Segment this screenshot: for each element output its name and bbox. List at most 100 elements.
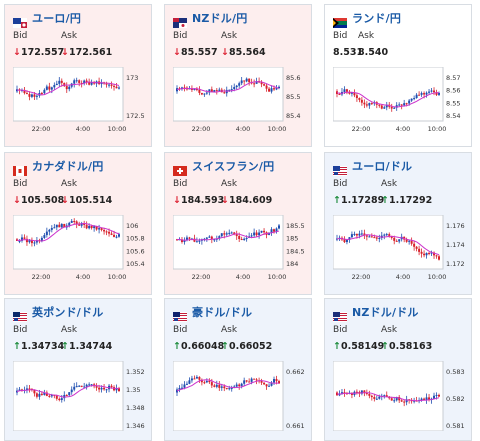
ask-value: 8.540 <box>358 47 389 58</box>
currency-pair-link[interactable]: ユーロ/ドル <box>352 160 413 173</box>
currency-pair-link[interactable]: NZドル/円 <box>192 12 248 25</box>
currency-pair-link[interactable]: 英ポンド/ドル <box>32 306 104 319</box>
candle-body <box>265 384 268 387</box>
ask-label: Ask <box>221 179 238 189</box>
bid-label: Bid <box>173 179 188 189</box>
moving-average-line <box>336 234 440 256</box>
candle-body <box>278 86 280 89</box>
rate-card[interactable]: 英ポンド/ドル Bid Ask ↑1.34734 ↑1.34744 1.352 1.35 1.… <box>4 298 152 441</box>
rate-card[interactable]: 豪ドル/ドル Bid Ask ↑0.66048 ↑0.66052 0.662 0.661 <box>164 298 312 441</box>
candle-body <box>68 222 71 226</box>
down-arrow-icon: ↓ <box>61 47 69 58</box>
candle-body <box>178 387 181 390</box>
candle-body <box>108 84 111 86</box>
price-chart: 173 172.5 22:00 4:00 10:00 <box>12 66 146 137</box>
ask-label: Ask <box>61 31 78 41</box>
rate-card[interactable]: ランド/円 Bid Ask 8.531 8.540 8.57 8.56 8.55 8.54 22:… <box>324 4 472 147</box>
price-chart: 0.662 0.661 <box>172 360 306 432</box>
currency-pair-link[interactable]: 豪ドル/ドル <box>192 306 253 319</box>
y-tick-label: 1.176 <box>446 222 465 230</box>
bid-value: ↓85.557 <box>173 47 218 58</box>
y-tick-label: 105.4 <box>126 260 145 268</box>
x-tick-label: 10:00 <box>108 273 127 281</box>
candle-body <box>38 393 41 397</box>
currency-pair-link[interactable]: スイスフラン/円 <box>192 160 275 173</box>
candle-body <box>70 389 73 393</box>
candle-body <box>225 388 228 390</box>
candle-body <box>28 94 31 97</box>
candle-body <box>80 82 83 84</box>
candle-body <box>405 103 408 105</box>
y-tick-label: 85.5 <box>286 93 300 101</box>
candle-body <box>438 256 440 260</box>
candle-body <box>23 89 26 94</box>
y-tick-label: 0.583 <box>446 368 465 376</box>
down-arrow-icon: ↓ <box>61 195 69 206</box>
candle-body <box>428 91 431 93</box>
candle-body <box>245 380 248 382</box>
moving-average-line <box>336 91 439 108</box>
moving-average-line <box>16 384 120 398</box>
candle-body <box>228 89 231 91</box>
currency-pair-link[interactable]: ランド/円 <box>352 12 402 25</box>
candle-body <box>115 388 118 391</box>
candle-body <box>435 394 438 396</box>
candle-body <box>255 81 258 84</box>
candle-body <box>53 227 56 229</box>
y-tick-label: 185 <box>286 235 298 243</box>
candle-body <box>235 384 238 387</box>
candle-body <box>16 89 18 92</box>
currency-pair-link[interactable]: カナダドル/円 <box>32 160 104 173</box>
rate-card[interactable]: NZドル/ドル Bid Ask ↑0.58149 ↑0.58163 0.583 0.582 0… <box>324 298 472 441</box>
moving-average-line <box>16 222 120 242</box>
candle-body <box>360 99 363 103</box>
candle-body <box>355 233 358 236</box>
candle-body <box>118 234 120 237</box>
price-chart: 8.57 8.56 8.55 8.54 22:00 4:00 10:00 <box>332 66 466 137</box>
candle-body <box>273 88 276 90</box>
candle-body <box>368 103 371 106</box>
ask-value: ↑0.66052 <box>221 341 273 352</box>
down-arrow-icon: ↓ <box>13 47 21 58</box>
candle-body <box>45 392 48 396</box>
rate-card[interactable]: NZドル/円 Bid Ask ↓85.557 ↓85.564 85.6 85.5 85.4 22… <box>164 4 312 147</box>
bid-label: Bid <box>173 31 188 41</box>
moving-average-line <box>16 81 120 96</box>
x-tick-label: 22:00 <box>32 273 51 281</box>
currency-pair-link[interactable]: NZドル/ドル <box>352 306 419 319</box>
candle-body <box>183 384 186 388</box>
price-chart: 1.176 1.174 1.172 22:00 4:00 10:00 <box>332 214 466 285</box>
rate-card[interactable]: ユーロ/円 Bid Ask ↓172.557 ↓172.561 173 172.5 22:00… <box>4 4 152 147</box>
rate-card[interactable]: カナダドル/円 Bid Ask ↓105.508 ↓105.514 106 105.8 105… <box>4 152 152 295</box>
moving-average-line <box>176 81 280 93</box>
candle-body <box>275 379 278 382</box>
candle-body <box>398 396 401 401</box>
x-tick-label: 4:00 <box>76 125 91 133</box>
candle-body <box>70 221 73 223</box>
candle-body <box>430 90 433 92</box>
candle-body <box>385 104 388 108</box>
candle-body <box>238 236 241 240</box>
candle-body <box>243 238 246 240</box>
candle-body <box>395 240 398 242</box>
candle-body <box>105 389 108 391</box>
x-tick-label: 4:00 <box>236 273 251 281</box>
rate-card[interactable]: スイスフラン/円 Bid Ask ↓184.593 ↓184.609 185.5 185 18… <box>164 152 312 295</box>
candle-body <box>263 382 266 385</box>
rate-card[interactable]: ユーロ/ドル Bid Ask ↑1.17289 ↑1.17292 1.176 1.174 1.… <box>324 152 472 295</box>
candle-body <box>218 384 221 388</box>
candle-body <box>193 89 196 91</box>
candle-body <box>360 390 363 394</box>
candle-body <box>275 228 278 232</box>
candle-body <box>375 237 378 239</box>
eu-us-flag <box>333 161 347 176</box>
candle-body <box>16 239 18 241</box>
candle-body <box>343 239 346 243</box>
currency-pair-link[interactable]: ユーロ/円 <box>32 12 82 25</box>
candle-body <box>438 394 440 397</box>
candle-body <box>58 398 61 401</box>
candle-body <box>73 221 76 222</box>
candle-body <box>378 104 381 106</box>
candle-body <box>195 241 198 243</box>
moving-average-line <box>176 379 279 392</box>
